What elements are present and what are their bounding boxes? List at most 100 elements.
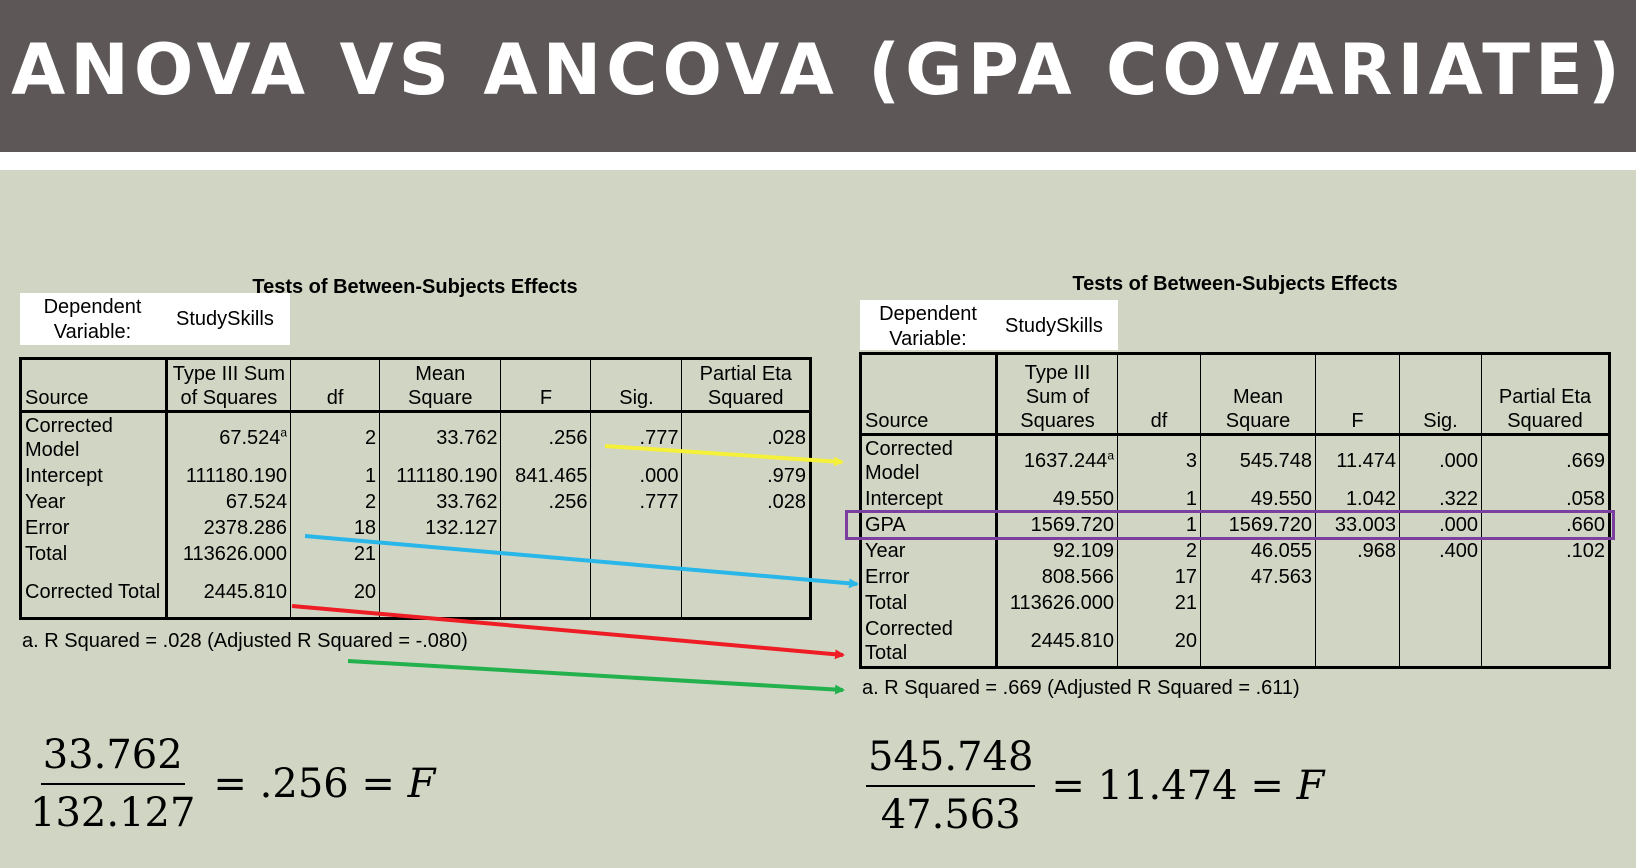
ms-cell: 545.748: [1200, 434, 1316, 486]
ss-cell: 2445.810: [996, 616, 1118, 668]
ss-value: 49.550: [1052, 488, 1114, 510]
df-value: 20: [353, 581, 377, 603]
header-sum-of-squares: Type III Sum of Squares: [166, 358, 292, 413]
df-cell: 1: [1117, 512, 1201, 538]
eta-cell: .669: [1481, 434, 1610, 486]
header-partial-eta: Partial Eta Squared: [681, 358, 811, 413]
ss-value: 2378.286: [203, 517, 288, 539]
df-cell: 2: [290, 489, 381, 515]
source-cell: Intercept: [860, 486, 998, 512]
ms-cell: 33.762: [379, 489, 502, 515]
df-value: 3: [1185, 450, 1197, 472]
eta-cell: .102: [1481, 538, 1610, 564]
eta-cell: .660: [1481, 512, 1610, 538]
ms-cell: [1200, 616, 1316, 668]
eta-value: .102: [1566, 540, 1605, 562]
right-dependent-variable-box: Dependent Variable: StudySkills: [860, 300, 1118, 350]
f-value: 841.465: [515, 465, 588, 487]
sig-cell: .322: [1399, 486, 1482, 512]
right-denominator: 47.563: [880, 792, 1021, 838]
ms-cell: [1200, 590, 1316, 616]
ss-cell: 67.524a: [166, 411, 292, 463]
eta-value: .669: [1566, 450, 1605, 472]
f-cell: [1315, 564, 1400, 590]
sig-value: .000: [1439, 450, 1478, 472]
right-numerator: 545.748: [866, 735, 1036, 787]
source-cell: Corrected Total: [860, 616, 998, 668]
ss-cell: 113626.000: [166, 541, 292, 567]
corrected-model-arrow: [604, 444, 844, 467]
right-table-footnote: a. R Squared = .669 (Adjusted R Squared …: [862, 677, 1300, 699]
ss-cell: 111180.190: [166, 463, 292, 489]
left-dependent-value: StudySkills: [176, 308, 274, 330]
f-value: 1.042: [1345, 488, 1396, 510]
df-value: 18: [353, 517, 377, 539]
right-header-row: Source Type III Sum of Squares df Mean S…: [860, 353, 1610, 436]
ss-cell: 1637.244a: [996, 434, 1118, 486]
sig-cell: .000: [1399, 512, 1482, 538]
eta-cell: .028: [681, 489, 811, 515]
header-sig: Sig.: [590, 358, 683, 413]
df-value: 20: [1174, 630, 1197, 652]
left-denominator: 132.127: [30, 790, 196, 836]
ms-value: 545.748: [1239, 450, 1312, 472]
right-result: = 11.474 = F: [1051, 763, 1324, 809]
sig-cell: .000: [590, 463, 683, 489]
eta-cell: .979: [681, 463, 811, 489]
left-numerator: 33.762: [40, 733, 185, 785]
footnote-marker: a: [1107, 448, 1114, 463]
table-row: Total 113626.000 21: [860, 590, 1610, 616]
ms-cell: [379, 567, 502, 619]
right-result-text: = 11.474 =: [1051, 763, 1297, 809]
df-cell: 3: [1117, 434, 1201, 486]
table-row: Corrected Total 2445.810 20: [860, 616, 1610, 668]
corrected-total-arrow: [291, 604, 845, 660]
ms-value: 132.127: [425, 517, 498, 539]
table-row: GPA 1569.720 1 1569.720 33.003 .000 .660: [860, 512, 1610, 538]
eta-value: .058: [1566, 488, 1605, 510]
ms-cell: 132.127: [379, 515, 502, 541]
source-cell: Total: [860, 590, 998, 616]
ss-value: 1569.720: [1030, 514, 1114, 536]
source-cell: Corrected Model: [20, 411, 168, 463]
left-table-footnote: a. R Squared = .028 (Adjusted R Squared …: [22, 630, 468, 652]
left-dependent-variable-box: Dependent Variable: StudySkills: [20, 293, 290, 345]
ms-value: 111180.190: [396, 465, 498, 487]
ms-value: 49.550: [1250, 488, 1312, 510]
df-value: 21: [353, 543, 377, 565]
df-value: 17: [1174, 566, 1197, 588]
header-partial-eta: Partial Eta Squared: [1481, 353, 1610, 436]
df-value: 1: [1185, 488, 1197, 510]
eta-cell: [681, 515, 811, 541]
ss-value: 92.109: [1052, 540, 1114, 562]
f-cell: [1315, 616, 1400, 668]
f-value: 11.474: [1336, 450, 1396, 472]
ss-cell: 67.524: [166, 489, 292, 515]
header-source: Source: [20, 358, 168, 413]
f-value: .968: [1357, 540, 1396, 562]
sig-value: .777: [639, 427, 679, 449]
df-cell: 2: [1117, 538, 1201, 564]
left-table-caption: Tests of Between-Subjects Effects: [252, 276, 578, 298]
gpa-row-highlight: [845, 510, 1615, 540]
ms-cell: 46.055: [1200, 538, 1316, 564]
f-cell: .256: [500, 411, 592, 463]
f-cell: 33.003: [1315, 512, 1400, 538]
right-f-equation: 545.748 47.563 = 11.474 = F: [866, 735, 1324, 837]
sig-cell: [590, 515, 683, 541]
left-f-equation: 33.762 132.127 = .256 = F: [28, 733, 435, 835]
ms-value: 33.762: [436, 427, 498, 449]
f-cell: 11.474: [1315, 434, 1400, 486]
f-cell: [1315, 590, 1400, 616]
right-result-variable: F: [1296, 763, 1325, 809]
ss-value: 113626.000: [182, 543, 288, 565]
ss-value: 67.524: [225, 491, 288, 513]
header-df: df: [1117, 353, 1201, 436]
source-cell: Error: [20, 515, 168, 541]
source-cell: Year: [860, 538, 998, 564]
eta-value: .028: [767, 427, 806, 449]
ss-value: 808.566: [1041, 566, 1114, 588]
sig-cell: [1399, 616, 1482, 668]
df-cell: 20: [1117, 616, 1201, 668]
table-row: Year 92.109 2 46.055 .968 .400 .102: [860, 538, 1610, 564]
